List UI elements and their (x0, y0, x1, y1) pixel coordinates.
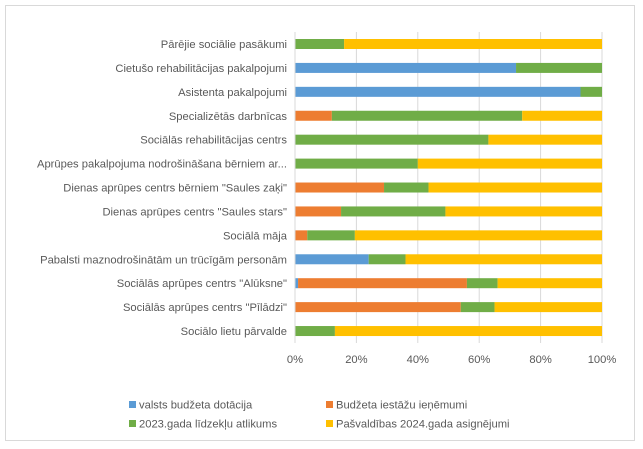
bar-row (295, 278, 602, 289)
bar-segment-series-2 (331, 110, 523, 121)
category-label: Sociālās aprūpes centrs "Alūksne" (117, 278, 287, 290)
bars (295, 39, 602, 337)
bar-segment-series-2 (466, 278, 498, 289)
chart-frame (5, 5, 635, 441)
bar-segment-series-3 (334, 326, 602, 337)
bar-segment-series-0 (295, 278, 299, 289)
bar-row (295, 158, 602, 169)
bar-segment-series-2 (295, 39, 345, 49)
bar-segment-series-2 (460, 302, 495, 313)
category-label: Specializētās darbnīcas (169, 111, 288, 123)
bar-segment-series-3 (494, 302, 602, 313)
x-tick-label: 0% (287, 354, 303, 366)
bar-segment-series-3 (445, 206, 602, 217)
category-label: Cietušo rehabilitācijas pakalpojumi (115, 63, 287, 75)
bar-segment-series-2 (295, 326, 335, 337)
bar-segment-series-0 (295, 254, 369, 265)
x-tick-label: 20% (345, 354, 367, 366)
category-label: Sociālo lietu pārvalde (181, 326, 287, 338)
bar-segment-series-2 (384, 182, 429, 193)
bar-segment-series-3 (354, 230, 602, 241)
category-labels: Pārējie sociālie pasākumi Cietušo rehabil… (37, 39, 288, 338)
legend-item: 2023.gada līdzekļu atlikums (129, 419, 277, 431)
category-label: Pārējie sociālie pasākumi (161, 39, 287, 51)
bar-row (295, 62, 602, 73)
legend-item: Budžeta iestāžu ieņēmumi (326, 400, 467, 412)
bar-row (295, 254, 602, 265)
bar-segment-series-0 (295, 86, 581, 97)
category-label: Aprūpes pakalpojuma nodrošināšana bērnie… (37, 159, 287, 171)
legend-swatch (129, 401, 136, 408)
legend-label: 2023.gada līdzekļu atlikums (139, 419, 277, 431)
bar-row (295, 134, 602, 145)
bar-segment-series-0 (295, 62, 517, 73)
bar-segment-series-2 (341, 206, 446, 217)
x-tick-label: 100% (588, 354, 617, 366)
bar-row (295, 206, 602, 217)
bar-segment-series-1 (295, 110, 332, 121)
legend-item: Pašvaldības 2024.gada asignējumi (326, 419, 510, 431)
bar-segment-series-3 (344, 39, 602, 49)
bar-segment-series-2 (580, 86, 602, 97)
x-tick-label: 40% (407, 354, 429, 366)
bar-segment-series-3 (497, 278, 602, 289)
bar-row (295, 182, 602, 193)
legend: valsts budžeta dotācija Budžeta iestāžu i… (129, 400, 510, 431)
legend-label: valsts budžeta dotācija (139, 400, 253, 412)
category-label: Asistenta pakalpojumi (178, 87, 287, 99)
bar-segment-series-2 (307, 230, 355, 241)
bar-segment-series-2 (295, 134, 489, 145)
x-tick-label: 60% (468, 354, 490, 366)
category-label: Dienas aprūpes centrs "Saules stars" (102, 206, 287, 218)
bar-segment-series-1 (295, 302, 461, 313)
category-label: Pabalsti maznodrošinātām un trūcīgām per… (40, 254, 287, 266)
legend-label: Budžeta iestāžu ieņēmumi (336, 400, 467, 412)
bar-segment-series-3 (405, 254, 602, 265)
bar-row (295, 86, 602, 97)
bar-segment-series-2 (516, 62, 602, 73)
bar-segment-series-1 (295, 230, 308, 241)
legend-label: Pašvaldības 2024.gada asignējumi (336, 419, 510, 431)
legend-swatch (326, 420, 333, 427)
bar-row (295, 302, 602, 313)
bar-segment-series-2 (368, 254, 406, 265)
bar-segment-series-3 (428, 182, 602, 193)
bar-segment-series-3 (417, 158, 602, 169)
x-tick-label: 80% (529, 354, 551, 366)
bar-segment-series-1 (298, 278, 467, 289)
legend-swatch (129, 420, 136, 427)
bar-row (295, 110, 602, 121)
bar-segment-series-3 (522, 110, 602, 121)
bar-segment-series-2 (295, 158, 418, 169)
category-label: Sociālās rehabilitācijas centrs (140, 135, 287, 147)
bar-segment-series-3 (488, 134, 602, 145)
category-label: Dienas aprūpes centrs bērniem "Saules za… (63, 183, 287, 195)
category-label: Sociālā māja (223, 230, 288, 242)
legend-item: valsts budžeta dotācija (129, 400, 253, 412)
x-tick-labels: 0% 20% 40% 60% 80% 100% (287, 354, 616, 366)
bar-segment-series-1 (295, 206, 342, 217)
category-label: Sociālās aprūpes centrs "Pīlādzi" (123, 302, 287, 314)
bar-row (295, 326, 602, 337)
bar-row (295, 39, 602, 49)
legend-swatch (326, 401, 333, 408)
bar-segment-series-1 (295, 182, 385, 193)
bar-row (295, 230, 602, 241)
